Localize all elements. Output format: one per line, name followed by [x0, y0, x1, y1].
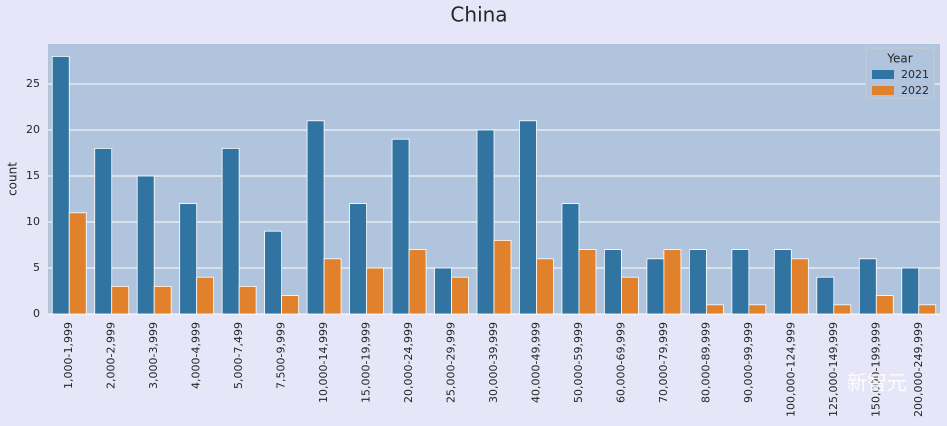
- legend-title: Year: [886, 52, 912, 66]
- x-tick-label: 10,000-14,999: [317, 322, 330, 403]
- bar: [519, 120, 537, 315]
- x-tick-label: 50,000-59,999: [572, 322, 585, 403]
- bar: [688, 249, 707, 315]
- bar: [901, 267, 920, 315]
- bar: [731, 249, 750, 315]
- bar: [451, 276, 469, 315]
- bar: [264, 230, 283, 315]
- x-tick-label: 3,000-3,999: [147, 322, 160, 389]
- x-tick-label: 1,000-1,999: [62, 322, 75, 389]
- x-tick-label: 4,000-4,999: [190, 322, 203, 389]
- legend-label: 2022: [901, 84, 929, 97]
- bar: [434, 267, 452, 315]
- bar: [561, 203, 580, 315]
- bar: [238, 286, 257, 315]
- bar: [875, 295, 894, 315]
- bar: [221, 148, 240, 315]
- bar: [391, 138, 410, 315]
- bar: [621, 276, 639, 315]
- bar: [408, 249, 427, 315]
- x-tick-label: 80,000-89,999: [699, 322, 712, 403]
- bar: [51, 56, 70, 315]
- legend-box: [865, 47, 935, 99]
- bar: [366, 267, 384, 315]
- bar: [705, 304, 724, 315]
- x-tick-label: 30,000-39,999: [487, 322, 500, 403]
- bar: [179, 203, 198, 315]
- bar: [476, 129, 495, 315]
- bar: [281, 295, 300, 315]
- y-tick-label: 5: [33, 261, 40, 274]
- bar: [136, 175, 155, 315]
- bar: [790, 258, 809, 315]
- x-tick-label: 2,000-2,999: [105, 322, 118, 389]
- bar: [578, 249, 597, 315]
- bar: [773, 249, 792, 315]
- bar: [536, 258, 554, 315]
- bar: [68, 212, 87, 315]
- x-tick-label: 200,000-249,999: [912, 322, 925, 417]
- bar: [833, 304, 852, 315]
- legend-label: 2021: [901, 68, 929, 81]
- y-tick-label: 20: [26, 123, 40, 136]
- bar: [349, 203, 367, 315]
- bar: [493, 240, 512, 315]
- bar: [816, 276, 835, 315]
- bar: [196, 276, 215, 315]
- bar: [604, 249, 622, 315]
- y-tick-label: 0: [33, 307, 40, 320]
- bar: [323, 258, 342, 315]
- bar: [94, 148, 113, 315]
- x-tick-label: 70,000-79,999: [657, 322, 670, 403]
- legend-swatch: [872, 70, 894, 79]
- x-tick-label: 125,000-149,999: [827, 322, 840, 417]
- x-tick-label: 150,000-199,999: [869, 322, 882, 417]
- bar: [858, 258, 877, 315]
- bar: [153, 286, 172, 315]
- x-tick-label: 20,000-24,999: [402, 322, 415, 403]
- x-tick-label: 60,000-69,999: [614, 322, 627, 403]
- bar: [111, 286, 130, 315]
- y-tick-label: 15: [26, 169, 40, 182]
- watermark: 新智元: [847, 371, 907, 395]
- chart-title: China: [450, 3, 507, 27]
- bar: [646, 258, 665, 315]
- x-tick-label: 7,500-9,999: [275, 322, 288, 389]
- x-tick-label: 5,000-7,499: [232, 322, 245, 389]
- bar: [918, 304, 937, 315]
- x-tick-label: 40,000-49,999: [529, 322, 542, 403]
- y-axis-label: count: [6, 162, 20, 196]
- legend-swatch: [872, 86, 894, 95]
- bar: [748, 304, 767, 315]
- x-tick-label: 25,000-29,999: [445, 322, 458, 403]
- bar: [663, 249, 682, 315]
- y-tick-label: 25: [26, 77, 40, 90]
- y-tick-label: 10: [26, 215, 40, 228]
- x-tick-label: 15,000-19,999: [360, 322, 373, 403]
- x-tick-label: 90,000-99,999: [742, 322, 755, 403]
- legend: Year 2021 2022: [865, 47, 935, 99]
- x-tick-label: 100,000-124,999: [784, 322, 797, 417]
- bar: [306, 120, 325, 315]
